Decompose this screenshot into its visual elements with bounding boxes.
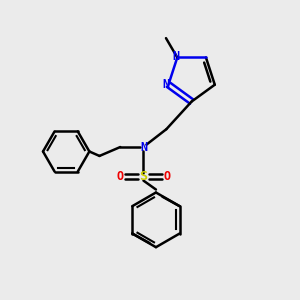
Text: O: O xyxy=(117,170,124,183)
Text: N: N xyxy=(140,140,147,154)
Text: S: S xyxy=(140,170,148,183)
Text: N: N xyxy=(163,78,170,91)
Text: O: O xyxy=(163,170,170,183)
Text: N: N xyxy=(172,50,179,63)
